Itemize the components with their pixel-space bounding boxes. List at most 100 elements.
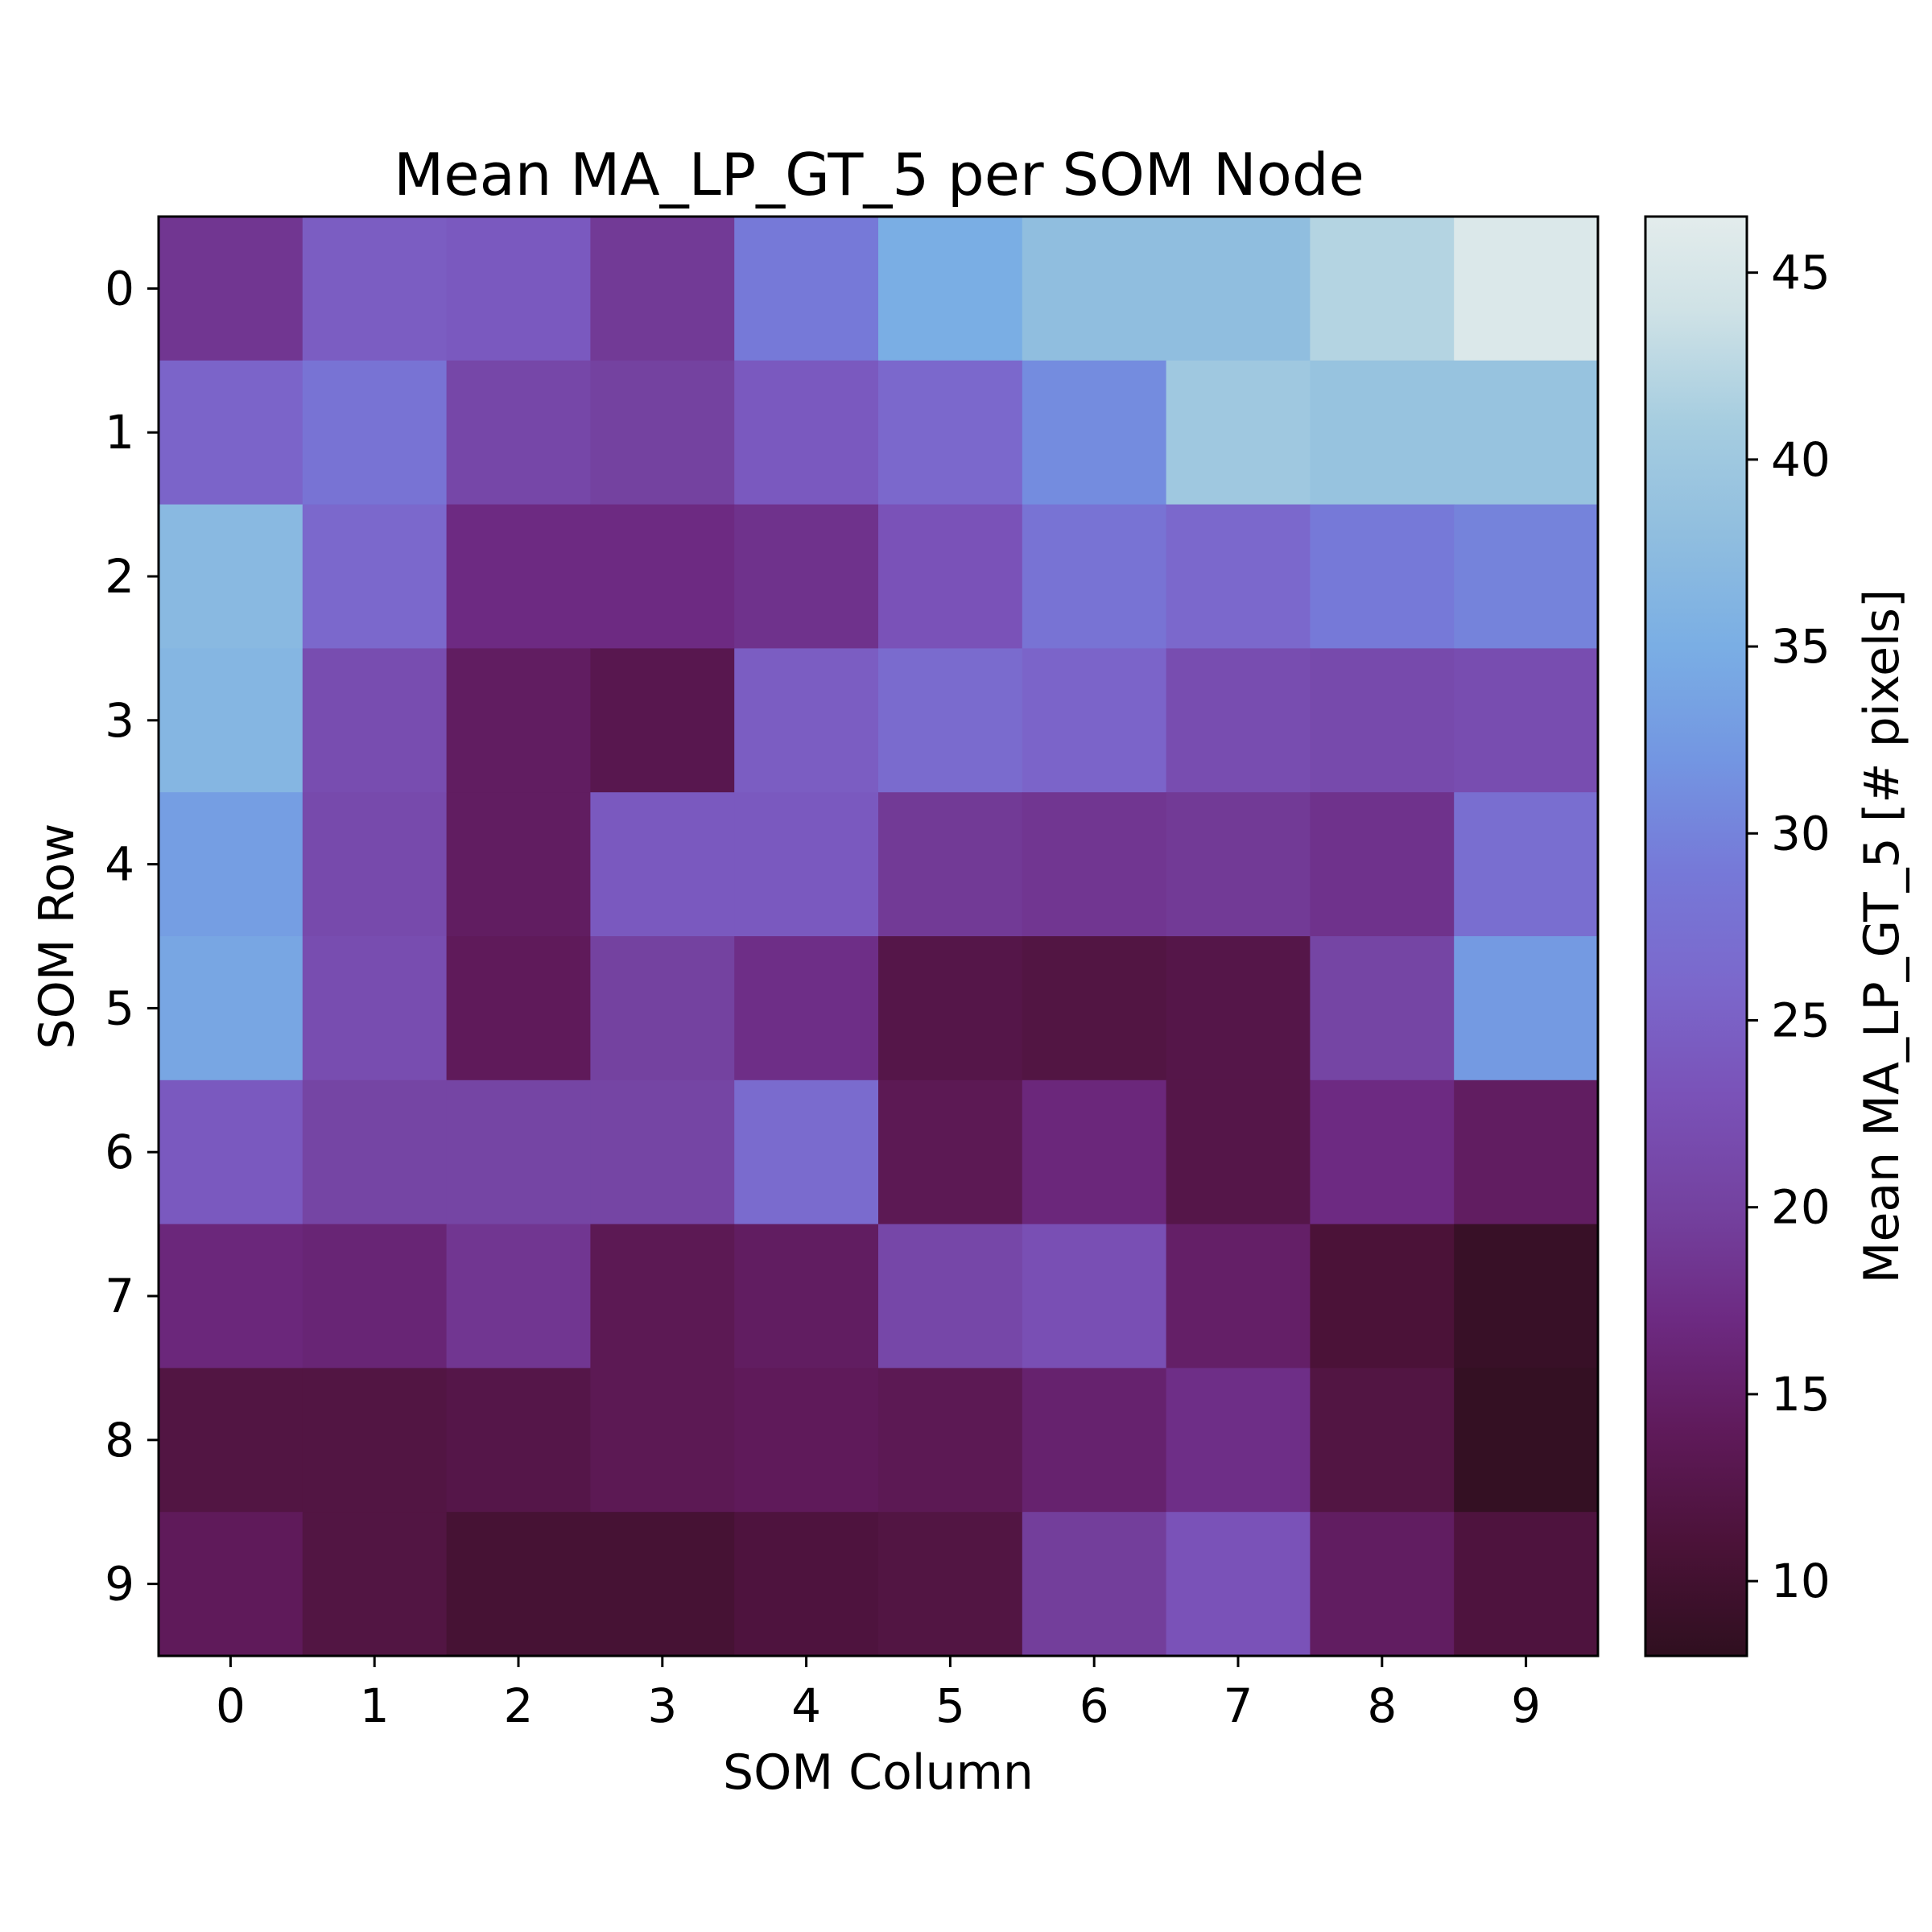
x-tick-label: 9 bbox=[1511, 1678, 1541, 1733]
heatmap-cell-r3-c0 bbox=[159, 648, 303, 793]
heatmap-cell-r3-c7 bbox=[1166, 648, 1311, 793]
heatmap-cell-r5-c8 bbox=[1310, 936, 1455, 1081]
heatmap-cell-r4-c5 bbox=[878, 792, 1023, 937]
heatmap-cell-r2-c7 bbox=[1166, 504, 1311, 649]
heatmap-cell-r0-c3 bbox=[590, 217, 735, 361]
heatmap-cell-r3-c3 bbox=[590, 648, 735, 793]
heatmap-cell-r7-c8 bbox=[1310, 1224, 1455, 1368]
heatmap-cell-r7-c3 bbox=[590, 1224, 735, 1368]
heatmap-cell-r8-c7 bbox=[1166, 1368, 1311, 1513]
heatmap-cell-r7-c7 bbox=[1166, 1224, 1311, 1368]
heatmap-cell-r0-c0 bbox=[159, 217, 303, 361]
heatmap-cell-r3-c4 bbox=[734, 648, 879, 793]
heatmap-cell-r2-c3 bbox=[590, 504, 735, 649]
heatmap-cell-r1-c2 bbox=[446, 360, 591, 506]
x-tick-label: 3 bbox=[647, 1678, 677, 1733]
heatmap-cell-r6-c1 bbox=[302, 1080, 448, 1225]
heatmap-cell-r1-c8 bbox=[1310, 360, 1455, 506]
y-tick-label: 1 bbox=[105, 405, 134, 460]
heatmap-cell-r8-c2 bbox=[446, 1368, 591, 1513]
heatmap-cell-r0-c4 bbox=[734, 217, 879, 361]
heatmap-cell-r7-c2 bbox=[446, 1224, 591, 1368]
heatmap-cell-r0-c1 bbox=[302, 217, 448, 361]
heatmap-cell-r7-c6 bbox=[1022, 1224, 1167, 1368]
heatmap-cell-r2-c6 bbox=[1022, 504, 1167, 649]
heatmap-cell-r8-c4 bbox=[734, 1368, 879, 1513]
y-tick-label: 7 bbox=[105, 1269, 134, 1323]
y-axis-label: SOM Row bbox=[29, 824, 85, 1050]
heatmap-cell-r5-c6 bbox=[1022, 936, 1167, 1081]
plot-frame bbox=[157, 215, 1600, 1657]
colorbar-tick-label: 35 bbox=[1771, 619, 1831, 674]
heatmap-cell-r9-c2 bbox=[446, 1512, 591, 1657]
heatmap-cell-r1-c9 bbox=[1454, 360, 1599, 506]
heatmap-cell-r8-c0 bbox=[159, 1368, 303, 1513]
colorbar-ticks: 10 15 20 25 30 35 40 45 bbox=[1747, 246, 1831, 1608]
y-tick-label: 5 bbox=[105, 980, 134, 1035]
heatmap-cell-r7-c5 bbox=[878, 1224, 1023, 1368]
y-tick-label: 6 bbox=[105, 1125, 134, 1179]
heatmap-cell-r2-c0 bbox=[159, 504, 303, 649]
heatmap-cell-r4-c0 bbox=[159, 792, 303, 937]
heatmap-cell-r6-c7 bbox=[1166, 1080, 1311, 1225]
heatmap-cell-r2-c8 bbox=[1310, 504, 1455, 649]
heatmap-cell-r6-c9 bbox=[1454, 1080, 1599, 1225]
x-tick-label: 8 bbox=[1367, 1678, 1397, 1733]
heatmap-cell-r8-c1 bbox=[302, 1368, 448, 1513]
heatmap-cell-r7-c4 bbox=[734, 1224, 879, 1368]
heatmap-cell-r3-c8 bbox=[1310, 648, 1455, 793]
x-axis-ticks: 0 1 2 3 4 5 6 7 8 9 bbox=[216, 1656, 1541, 1733]
heatmap-cell-r7-c1 bbox=[302, 1224, 448, 1368]
heatmap-cell-r5-c2 bbox=[446, 936, 591, 1081]
heatmap-cell-r5-c5 bbox=[878, 936, 1023, 1081]
heatmap-cells bbox=[159, 217, 1599, 1657]
y-tick-label: 3 bbox=[105, 693, 134, 748]
heatmap-cell-r6-c3 bbox=[590, 1080, 735, 1225]
chart-title: Mean MA_LP_GT_5 per SOM Node bbox=[394, 141, 1364, 208]
colorbar-tick-label: 15 bbox=[1771, 1367, 1831, 1422]
heatmap-cell-r2-c1 bbox=[302, 504, 448, 649]
x-tick-label: 7 bbox=[1224, 1678, 1253, 1733]
heatmap-cell-r4-c2 bbox=[446, 792, 591, 937]
heatmap-cell-r0-c9 bbox=[1454, 217, 1599, 361]
y-tick-label: 2 bbox=[105, 549, 134, 604]
heatmap-cell-r5-c0 bbox=[159, 936, 303, 1081]
heatmap-cell-r4-c1 bbox=[302, 792, 448, 937]
heatmap-cell-r5-c3 bbox=[590, 936, 735, 1081]
colorbar bbox=[1644, 215, 1748, 1657]
heatmap-cell-r3-c5 bbox=[878, 648, 1023, 793]
colorbar-tick-label: 30 bbox=[1771, 806, 1831, 861]
heatmap-cell-r0-c2 bbox=[446, 217, 591, 361]
heatmap-cell-r1-c0 bbox=[159, 360, 303, 506]
heatmap-cell-r1-c7 bbox=[1166, 360, 1311, 506]
heatmap-cell-r3-c2 bbox=[446, 648, 591, 793]
heatmap-cell-r5-c4 bbox=[734, 936, 879, 1081]
colorbar-tick-label: 20 bbox=[1771, 1180, 1831, 1235]
heatmap-cell-r8-c6 bbox=[1022, 1368, 1167, 1513]
heatmap-cell-r8-c8 bbox=[1310, 1368, 1455, 1513]
colorbar-tick-label: 45 bbox=[1771, 246, 1831, 300]
colorbar-label: Mean MA_LP_GT_5 [# pixels] bbox=[1854, 589, 1910, 1284]
x-tick-label: 0 bbox=[216, 1678, 246, 1733]
x-tick-label: 4 bbox=[791, 1678, 821, 1733]
heatmap-cell-r2-c2 bbox=[446, 504, 591, 649]
heatmap-cell-r3-c1 bbox=[302, 648, 448, 793]
heatmap-cell-r5-c7 bbox=[1166, 936, 1311, 1081]
heatmap-cell-r6-c2 bbox=[446, 1080, 591, 1225]
heatmap-cell-r9-c6 bbox=[1022, 1512, 1167, 1657]
heatmap-cell-r9-c5 bbox=[878, 1512, 1023, 1657]
heatmap-cell-r1-c3 bbox=[590, 360, 735, 506]
heatmap-cell-r2-c5 bbox=[878, 504, 1023, 649]
x-tick-label: 6 bbox=[1080, 1678, 1109, 1733]
heatmap-cell-r6-c0 bbox=[159, 1080, 303, 1225]
heatmap-cell-r9-c4 bbox=[734, 1512, 879, 1657]
heatmap-cell-r4-c9 bbox=[1454, 792, 1599, 937]
x-axis-label: SOM Column bbox=[723, 1744, 1034, 1801]
heatmap-cell-r3-c6 bbox=[1022, 648, 1167, 793]
heatmap-cell-r9-c8 bbox=[1310, 1512, 1455, 1657]
heatmap-cell-r2-c9 bbox=[1454, 504, 1599, 649]
heatmap-cell-r1-c6 bbox=[1022, 360, 1167, 506]
heatmap-cell-r6-c6 bbox=[1022, 1080, 1167, 1225]
y-axis-ticks: 0 1 2 3 4 5 6 7 8 9 bbox=[105, 261, 159, 1612]
